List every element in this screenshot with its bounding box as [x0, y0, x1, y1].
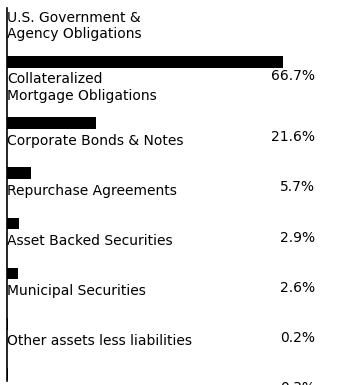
- Text: 0.3%: 0.3%: [280, 381, 315, 385]
- Text: Corporate Bonds & Notes: Corporate Bonds & Notes: [7, 134, 184, 148]
- Text: Other assets less liabilities: Other assets less liabilities: [7, 334, 192, 348]
- Text: 0.2%: 0.2%: [280, 331, 315, 345]
- Text: 66.7%: 66.7%: [271, 69, 315, 83]
- Text: 2.6%: 2.6%: [280, 281, 315, 295]
- Text: Municipal Securities: Municipal Securities: [7, 284, 146, 298]
- Bar: [7, 167, 31, 179]
- Bar: [7, 268, 18, 280]
- Bar: [7, 368, 8, 380]
- Text: 5.7%: 5.7%: [280, 181, 315, 194]
- Bar: [7, 218, 19, 229]
- Text: Asset Backed Securities: Asset Backed Securities: [7, 234, 173, 248]
- Text: 21.6%: 21.6%: [271, 131, 315, 144]
- Text: Repurchase Agreements: Repurchase Agreements: [7, 184, 177, 198]
- Bar: [7, 117, 96, 129]
- Bar: [7, 318, 8, 330]
- Text: U.S. Government &
Agency Obligations: U.S. Government & Agency Obligations: [7, 11, 142, 41]
- Bar: [7, 56, 283, 68]
- Text: 2.9%: 2.9%: [280, 231, 315, 244]
- Text: Collateralized
Mortgage Obligations: Collateralized Mortgage Obligations: [7, 72, 157, 102]
